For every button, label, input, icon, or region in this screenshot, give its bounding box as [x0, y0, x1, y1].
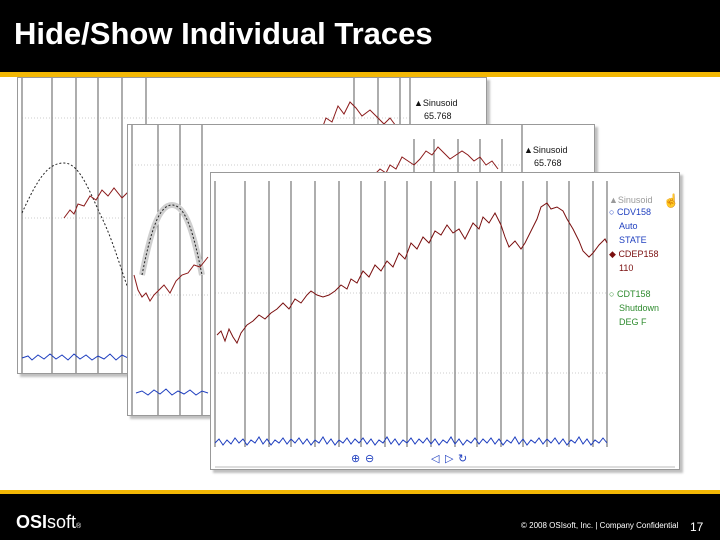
trend-panel-front: ▲Sinusoid ☝ ○ CDV158 Auto STATE ◆ CDEP15…	[210, 172, 680, 470]
legend-item-sinusoid[interactable]: ▲Sinusoid	[609, 195, 652, 205]
legend-item-cdv158-unit: STATE	[619, 235, 647, 245]
osisoft-logo: OSIsoft®	[16, 512, 82, 532]
triangle-icon: ▲	[524, 145, 533, 155]
legend-item-cdep158[interactable]: ◆ CDEP158	[609, 249, 658, 260]
hand-cursor-icon: ☝	[663, 193, 680, 208]
copyright-text: © 2008 OSIsoft, Inc. | Company Confident…	[521, 521, 679, 530]
trend-plot-middle	[131, 125, 523, 415]
legend-item-label: CDV158	[616, 207, 651, 217]
refresh-icon[interactable]: ↻	[458, 453, 468, 465]
title-accent-bar	[0, 72, 720, 77]
legend-panel-front: ▲Sinusoid ☝ ○ CDV158 Auto STATE ◆ CDEP15…	[609, 193, 680, 345]
zoom-out-icon[interactable]: ⊖	[365, 453, 375, 465]
legend-sinusoid-middle[interactable]: ▲Sinusoid	[524, 145, 567, 155]
scroll-left-icon[interactable]: ◁	[431, 453, 440, 465]
slide-title: Hide/Show Individual Traces	[14, 16, 433, 51]
legend-item-label: CDEP158	[618, 249, 659, 259]
legend-item-cdv158[interactable]: ○ CDV158	[609, 207, 651, 217]
legend-sinusoid-label: Sinusoid	[422, 98, 458, 108]
trend-plot-front	[214, 181, 675, 468]
scroll-right-icon[interactable]: ▷	[445, 453, 454, 465]
legend-item-label: CDT158	[616, 289, 651, 299]
legend-item-cdep158-value: 110	[619, 263, 634, 273]
legend-sinusoid-value-back: 65.768	[424, 111, 452, 121]
legend-item-cdt158-unit: DEG F	[619, 317, 647, 327]
legend-sinusoid-back[interactable]: ▲Sinusoid	[414, 98, 457, 108]
legend-sinusoid-label: Sinusoid	[532, 145, 568, 155]
legend-item-cdt158[interactable]: ○ CDT158	[609, 289, 650, 299]
circle-icon: ○	[609, 289, 615, 299]
circle-icon: ○	[609, 207, 615, 217]
diamond-icon: ◆	[609, 249, 616, 259]
legend-sinusoid-value-middle: 65.768	[534, 158, 562, 168]
legend-item-cdv158-value: Auto	[619, 221, 638, 231]
legend-item-cdt158-value: Shutdown	[619, 303, 660, 313]
title-bar: Hide/Show Individual Traces	[0, 0, 720, 72]
triangle-icon: ▲	[609, 195, 618, 205]
legend-item-label: Sinusoid	[617, 195, 653, 205]
page-number: 17	[690, 520, 704, 534]
triangle-icon: ▲	[414, 98, 423, 108]
footer-accent-bar	[0, 490, 720, 494]
footer	[0, 494, 720, 540]
zoom-in-icon[interactable]: ⊕	[351, 453, 361, 465]
